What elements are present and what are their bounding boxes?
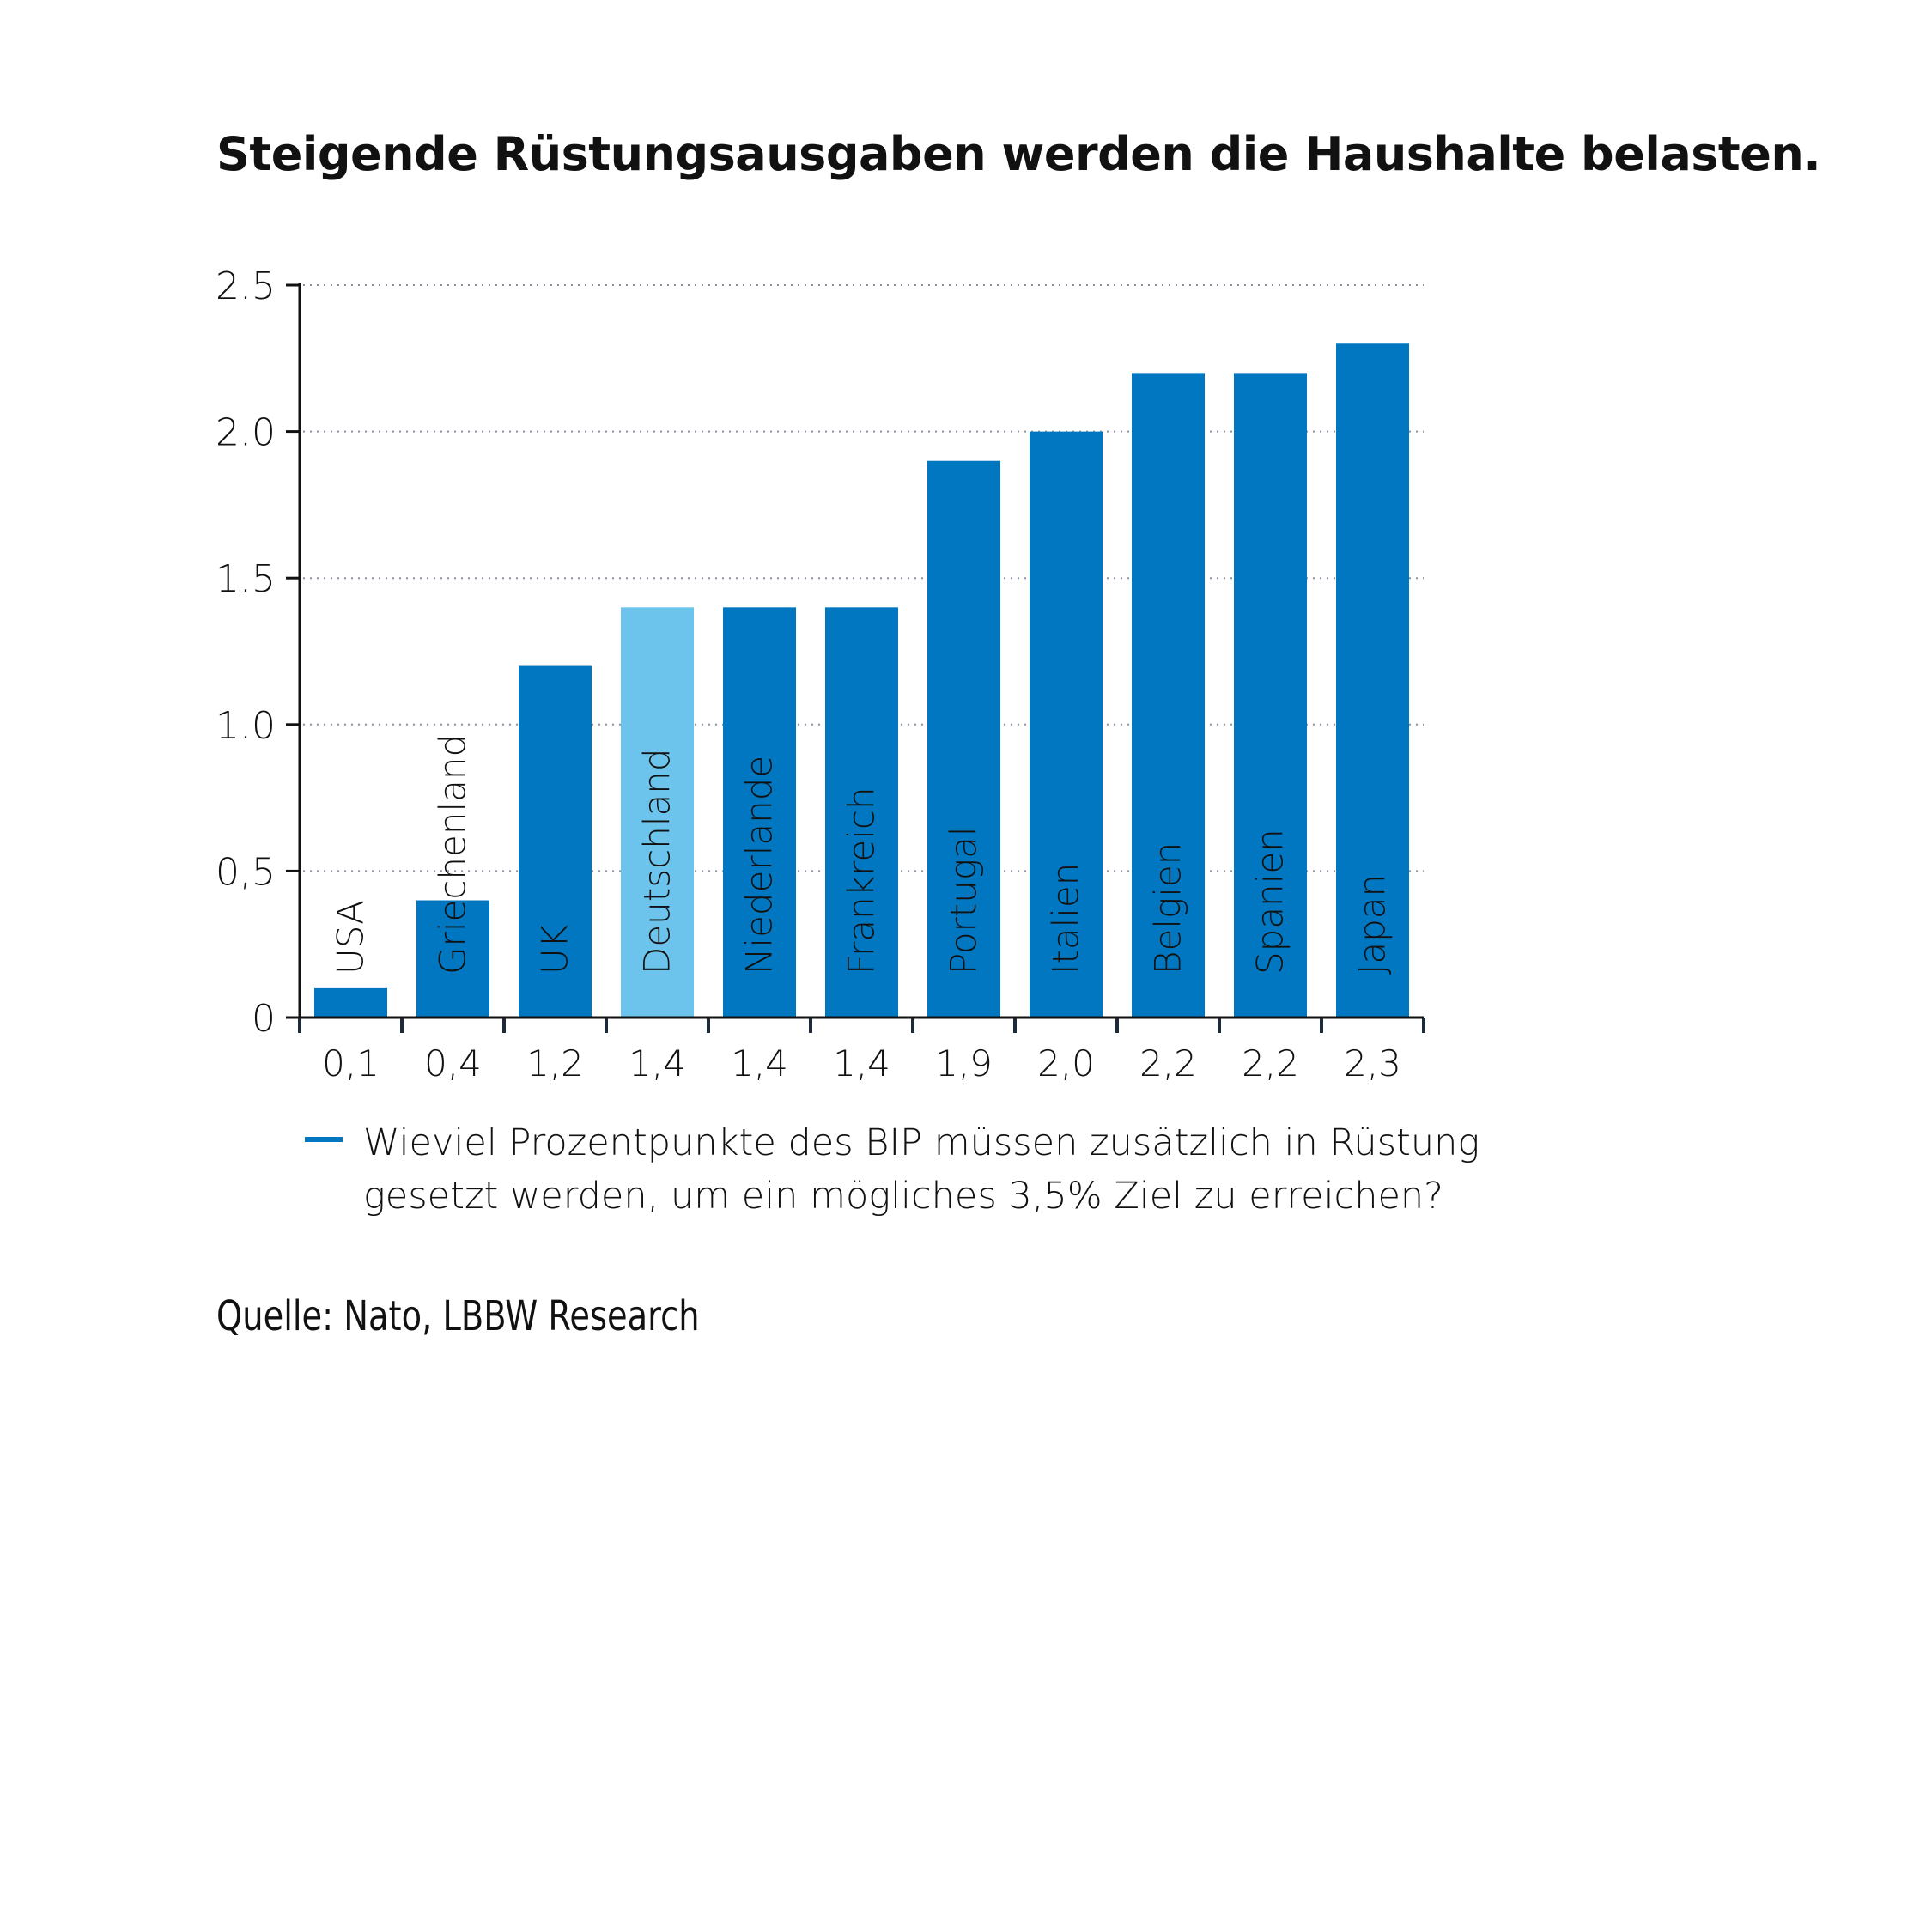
value-label: 1,4 bbox=[833, 1042, 890, 1084]
bar-belgien bbox=[1132, 373, 1205, 1018]
bar-usa bbox=[314, 987, 387, 1018]
value-label: 2,0 bbox=[1037, 1042, 1095, 1084]
category-label: Portugal bbox=[943, 827, 985, 975]
value-label: 2,2 bbox=[1242, 1042, 1299, 1084]
source-note: Quelle: Nato, LBBW Research bbox=[216, 1292, 700, 1340]
value-label: 2,3 bbox=[1344, 1042, 1401, 1084]
bar-chart: 0 0,5 1.0 1.5 2.0 2.5 USA 0,1 Griechenland 0,4 UK 1… bbox=[216, 264, 1425, 1084]
legend-swatch bbox=[305, 1137, 343, 1142]
category-label: Deutschland bbox=[636, 748, 678, 975]
category-label: USA bbox=[330, 900, 372, 975]
legend-label: Wieviel Prozentpunkte des BIP müssen zus… bbox=[363, 1121, 1480, 1218]
y-tick-label: 2.0 bbox=[216, 411, 276, 455]
bar-griechenland bbox=[416, 900, 489, 1018]
category-label: Japan bbox=[1352, 874, 1394, 975]
value-label: 1,2 bbox=[526, 1042, 584, 1084]
legend: Wieviel Prozentpunkte des BIP müssen zus… bbox=[305, 1116, 1565, 1223]
bar-niederlande bbox=[723, 607, 796, 1018]
value-label: 0,1 bbox=[322, 1042, 380, 1084]
category-label: Belgien bbox=[1147, 842, 1189, 975]
bar-italien bbox=[1030, 431, 1103, 1018]
bar-frankreich bbox=[825, 607, 898, 1018]
value-label: 1,4 bbox=[731, 1042, 788, 1084]
bar-deutschland bbox=[621, 607, 694, 1018]
value-label: 2,2 bbox=[1139, 1042, 1197, 1084]
category-label: Frankreich bbox=[841, 787, 883, 975]
bar-japan bbox=[1336, 343, 1409, 1018]
chart-title: Steigende Rüstungsausgaben werden die Ha… bbox=[216, 127, 1821, 181]
y-tick-label: 0 bbox=[252, 997, 276, 1041]
value-label: 1,9 bbox=[935, 1042, 993, 1084]
bar-spanien bbox=[1234, 373, 1307, 1018]
y-tick-label: 0,5 bbox=[216, 850, 276, 894]
category-label: Spanien bbox=[1249, 829, 1291, 975]
y-tick-label: 1.5 bbox=[216, 557, 276, 601]
category-label: Griechenland bbox=[432, 734, 474, 975]
value-label: 1,4 bbox=[629, 1042, 686, 1084]
category-label: UK bbox=[534, 924, 576, 975]
bar-portugal bbox=[927, 460, 1000, 1018]
value-label: 0,4 bbox=[424, 1042, 482, 1084]
bar-uk bbox=[519, 665, 592, 1018]
category-label: Italien bbox=[1045, 863, 1087, 975]
y-tick-label: 1.0 bbox=[216, 704, 276, 748]
category-label: Niederlande bbox=[738, 756, 781, 975]
y-tick-label: 2.5 bbox=[216, 264, 276, 308]
